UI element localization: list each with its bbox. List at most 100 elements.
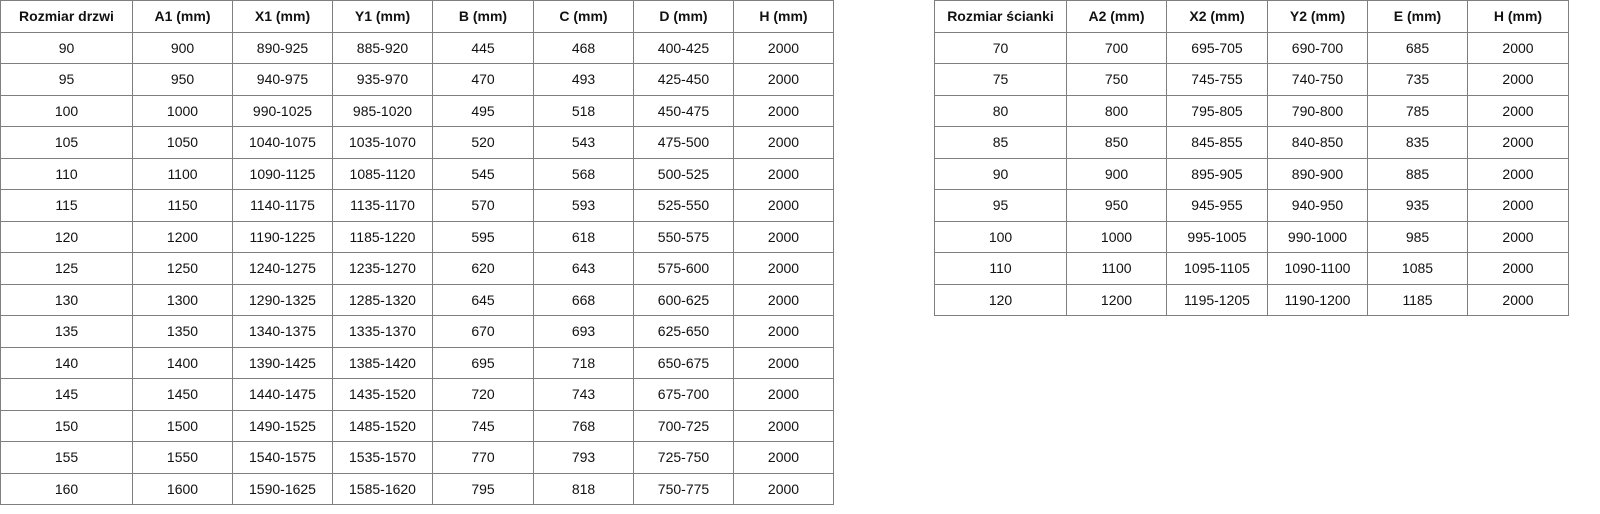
table-cell: 1090-1125	[232, 157, 333, 190]
door-dimensions-table: Rozmiar drzwi A1 (mm) X1 (mm) Y1 (mm) B (mm)…	[0, 0, 834, 505]
table-cell: 145	[0, 378, 133, 411]
table-cell: 745	[432, 409, 534, 442]
table-cell: 690-700	[1267, 31, 1368, 64]
table-cell: 743	[533, 378, 634, 411]
table-cell: 1150	[132, 189, 233, 222]
table-cell: 2000	[733, 63, 834, 96]
table-cell: 110	[934, 252, 1067, 285]
table-cell: 840-850	[1267, 126, 1368, 159]
table-cell: 670	[432, 315, 534, 348]
table-cell: 125	[0, 252, 133, 285]
table-cell: 2000	[1467, 220, 1569, 253]
table-cell: 80	[934, 94, 1067, 127]
table-cell: 650-675	[633, 346, 734, 379]
table-row: 100 1000 990-1025 985-1020 495 518 450-475 2000	[0, 94, 834, 127]
table-cell: 845-855	[1166, 126, 1268, 159]
table-cell: 130	[0, 283, 133, 316]
table-cell: 990-1000	[1267, 220, 1368, 253]
table-cell: 1135-1170	[332, 189, 433, 222]
table-cell: 470	[432, 63, 534, 96]
table-cell: 990-1025	[232, 94, 333, 127]
table-cell: 818	[533, 472, 634, 505]
table-cell: 85	[934, 126, 1067, 159]
table-cell: 595	[432, 220, 534, 253]
table-cell: 1140-1175	[232, 189, 333, 222]
table-cell: 2000	[733, 283, 834, 316]
table-cell: 105	[0, 126, 133, 159]
table-cell: 1550	[132, 441, 233, 474]
table-cell: 2000	[733, 409, 834, 442]
table-cell: 600-625	[633, 283, 734, 316]
table-row: 90 900 895-905 890-900 885 2000	[934, 157, 1569, 190]
table-cell: 835	[1367, 126, 1468, 159]
table-cell: 790-800	[1267, 94, 1368, 127]
table-cell: 885	[1367, 157, 1468, 190]
table-row: 150 1500 1490-1525 1485-1520 745 768 700-725 20…	[0, 409, 834, 442]
table-cell: 570	[432, 189, 534, 222]
table-cell: 2000	[1467, 126, 1569, 159]
table-cell: 1490-1525	[232, 409, 333, 442]
table-cell: 1050	[132, 126, 233, 159]
table-cell: 1450	[132, 378, 233, 411]
table-cell: 935	[1367, 189, 1468, 222]
table-cell: 518	[533, 94, 634, 127]
table-row: 160 1600 1590-1625 1585-1620 795 818 750-775 20…	[0, 472, 834, 505]
table-row: 80 800 795-805 790-800 785 2000	[934, 94, 1569, 127]
table-cell: 700	[1066, 31, 1167, 64]
table-cell: 1190-1200	[1267, 283, 1368, 316]
table-cell: 1540-1575	[232, 441, 333, 474]
table-cell: 520	[432, 126, 534, 159]
table-cell: 643	[533, 252, 634, 285]
column-header: Rozmiar drzwi	[0, 0, 133, 33]
table-row: 120 1200 1195-1205 1190-1200 1185 2000	[934, 283, 1569, 316]
table-cell: 1185	[1367, 283, 1468, 316]
table-cell: 110	[0, 157, 133, 190]
table-cell: 90	[0, 31, 133, 64]
table-cell: 1090-1100	[1267, 252, 1368, 285]
table-cell: 95	[934, 189, 1067, 222]
table-cell: 890-900	[1267, 157, 1368, 190]
table-cell: 900	[1066, 157, 1167, 190]
table-cell: 1095-1105	[1166, 252, 1268, 285]
table-cell: 950	[1066, 189, 1167, 222]
table-cell: 2000	[733, 157, 834, 190]
table-cell: 795	[432, 472, 534, 505]
table-cell: 2000	[1467, 283, 1569, 316]
column-header: X2 (mm)	[1166, 0, 1268, 33]
table-cell: 575-600	[633, 252, 734, 285]
table-cell: 400-425	[633, 31, 734, 64]
table-cell: 895-905	[1166, 157, 1268, 190]
table-cell: 593	[533, 189, 634, 222]
table-row: 125 1250 1240-1275 1235-1270 620 643 575-600 20…	[0, 252, 834, 285]
table-cell: 493	[533, 63, 634, 96]
table-cell: 668	[533, 283, 634, 316]
table-cell: 1100	[132, 157, 233, 190]
table-cell: 100	[934, 220, 1067, 253]
column-header: B (mm)	[432, 0, 534, 33]
table-cell: 2000	[733, 220, 834, 253]
column-header: Rozmiar ścianki	[934, 0, 1067, 33]
table-cell: 155	[0, 441, 133, 474]
table-cell: 1035-1070	[332, 126, 433, 159]
table-row: 85 850 845-855 840-850 835 2000	[934, 126, 1569, 159]
table-cell: 2000	[1467, 252, 1569, 285]
table-row: 155 1550 1540-1575 1535-1570 770 793 725-750 20…	[0, 441, 834, 474]
table-cell: 935-970	[332, 63, 433, 96]
table-cell: 468	[533, 31, 634, 64]
header-row: Rozmiar ścianki A2 (mm) X2 (mm) Y2 (mm) E (m…	[934, 0, 1569, 33]
table-cell: 120	[0, 220, 133, 253]
table-cell: 495	[432, 94, 534, 127]
table-cell: 1535-1570	[332, 441, 433, 474]
table-cell: 1385-1420	[332, 346, 433, 379]
table-cell: 900	[132, 31, 233, 64]
table-cell: 1290-1325	[232, 283, 333, 316]
table-cell: 950	[132, 63, 233, 96]
table-row: 135 1350 1340-1375 1335-1370 670 693 625-650 20…	[0, 315, 834, 348]
table-cell: 1485-1520	[332, 409, 433, 442]
table-cell: 645	[432, 283, 534, 316]
table-cell: 850	[1066, 126, 1167, 159]
table-cell: 718	[533, 346, 634, 379]
table-cell: 885-920	[332, 31, 433, 64]
column-header: D (mm)	[633, 0, 734, 33]
table-cell: 1000	[132, 94, 233, 127]
